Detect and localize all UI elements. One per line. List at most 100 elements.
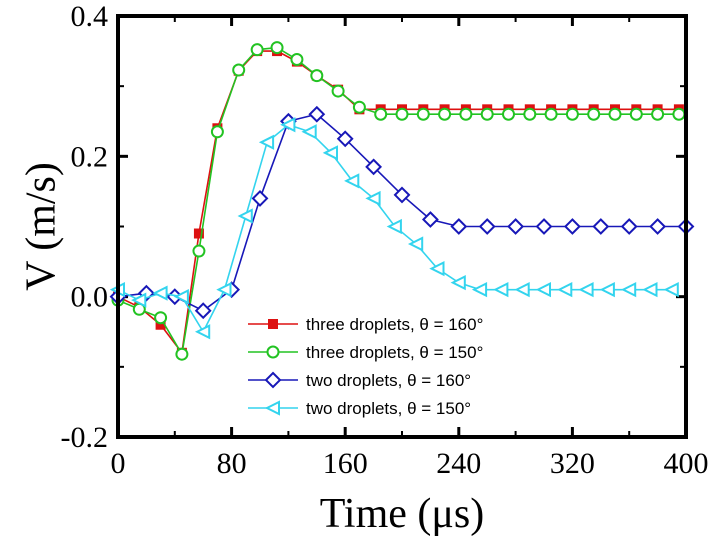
data-point <box>322 145 338 161</box>
data-point <box>192 244 206 258</box>
data-point <box>210 125 224 139</box>
data-point <box>587 107 601 121</box>
data-point <box>421 211 439 228</box>
data-point <box>450 275 466 291</box>
x-tick-label: 320 <box>550 447 595 480</box>
data-point <box>152 285 168 301</box>
data-point <box>308 105 326 123</box>
data-point <box>649 218 667 235</box>
data-point <box>480 107 494 121</box>
legend: three droplets, θ = 160° three droplets, … <box>248 315 483 418</box>
data-point <box>565 107 579 121</box>
data-point <box>365 190 381 207</box>
data-point <box>393 186 411 204</box>
data-point <box>331 84 345 98</box>
plot-frame <box>116 14 688 439</box>
data-point <box>290 53 304 67</box>
data-point <box>544 107 558 121</box>
x-tick-label: 160 <box>323 447 368 480</box>
data-point <box>310 69 324 83</box>
data-point <box>651 107 665 121</box>
data-point <box>365 158 383 176</box>
data-point <box>251 190 269 207</box>
data-point <box>578 282 594 298</box>
series-3 <box>109 105 695 320</box>
tick-labels: 0 80 160 240 320 400 -0.2 0.0 0.2 0.4 <box>61 0 709 480</box>
legend-item: three droplets, θ = 160° <box>248 315 483 334</box>
data-point <box>193 228 204 239</box>
data-point <box>642 282 658 298</box>
y-tick-label: -0.2 <box>61 421 109 454</box>
data-point <box>344 173 360 189</box>
series-line <box>117 50 679 355</box>
data-point <box>672 107 686 121</box>
data-point <box>450 218 468 235</box>
y-tick-label: 0.0 <box>71 281 109 314</box>
x-tick-label: 240 <box>436 447 481 480</box>
series-2 <box>111 41 686 361</box>
data-point <box>280 117 296 133</box>
data-point <box>514 282 530 298</box>
data-point <box>232 63 246 77</box>
legend-label: two droplets, θ = 150° <box>306 399 471 418</box>
data-point <box>352 100 366 114</box>
data-point <box>237 208 253 224</box>
series-4 <box>109 117 679 340</box>
data-point <box>416 107 430 121</box>
legend-marker <box>268 319 278 329</box>
legend-label: two droplets, θ = 160° <box>306 371 471 390</box>
data-point <box>429 260 445 277</box>
data-point <box>478 218 496 235</box>
x-axis-title: Time (μs) <box>320 491 485 537</box>
data-point <box>620 282 637 298</box>
x-tick-label: 0 <box>111 447 126 480</box>
series-line <box>117 46 679 357</box>
legend-marker <box>264 371 282 389</box>
data-point <box>535 282 551 298</box>
data-point <box>258 134 275 150</box>
data-point <box>336 130 354 148</box>
data-point <box>194 302 212 320</box>
legend-item: three droplets, θ = 150° <box>248 343 483 362</box>
data-point <box>407 236 424 252</box>
y-axis-title: V (m/s) <box>19 162 65 291</box>
data-point <box>592 218 610 235</box>
data-point <box>301 124 317 140</box>
legend-marker <box>266 345 280 359</box>
data-point <box>620 218 638 235</box>
x-tick-label: 400 <box>664 447 709 480</box>
legend-item: two droplets, θ = 160° <box>248 371 471 390</box>
legend-label: three droplets, θ = 160° <box>306 315 483 334</box>
data-point <box>386 218 402 235</box>
legend-label: three droplets, θ = 150° <box>306 343 483 362</box>
data-point <box>629 107 643 121</box>
data-point <box>270 41 284 55</box>
series-layer <box>109 41 695 361</box>
data-point <box>535 218 553 235</box>
data-point <box>523 107 537 121</box>
data-point <box>493 282 509 298</box>
x-tick-label: 80 <box>217 447 247 480</box>
data-point <box>374 107 388 121</box>
data-point <box>507 218 525 235</box>
data-point <box>663 282 679 298</box>
y-tick-label: 0.4 <box>71 0 109 33</box>
data-point <box>216 282 232 298</box>
data-point <box>557 282 573 298</box>
legend-marker <box>264 400 280 416</box>
data-point <box>395 107 409 121</box>
data-point <box>563 218 581 235</box>
y-tick-label: 0.2 <box>71 140 109 173</box>
data-point <box>502 107 515 121</box>
data-point <box>608 107 622 121</box>
data-point <box>175 347 189 361</box>
data-point <box>194 324 211 340</box>
data-point <box>438 107 452 121</box>
data-point <box>173 289 189 305</box>
data-point <box>471 282 488 298</box>
data-point <box>250 43 264 57</box>
legend-item: two droplets, θ = 150° <box>248 399 471 418</box>
data-point <box>131 292 147 308</box>
data-point <box>154 311 168 325</box>
